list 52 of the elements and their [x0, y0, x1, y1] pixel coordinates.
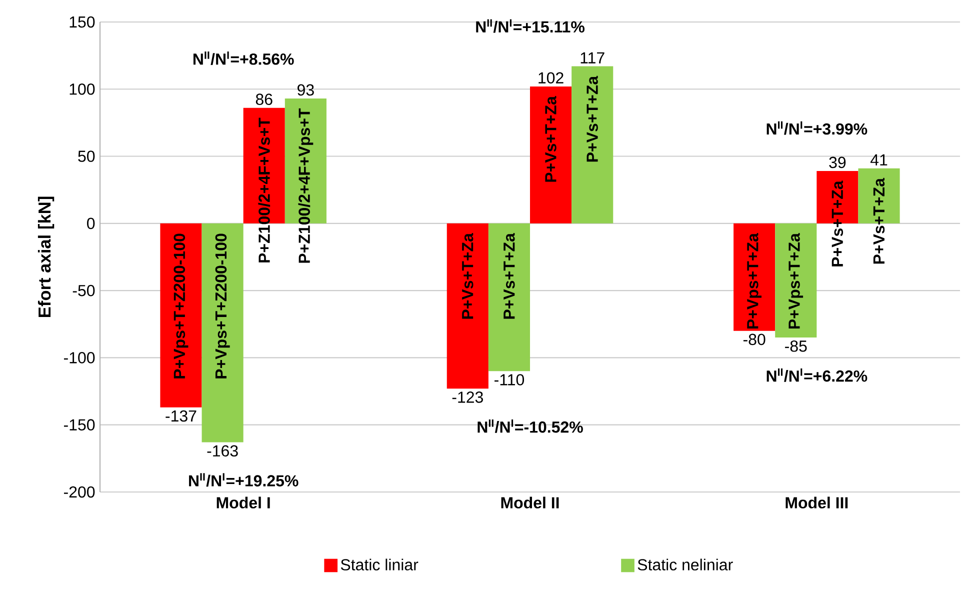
annotation: P+Vps+T+Za	[788, 232, 804, 328]
annotation: N$^{II}$/N$^{I}$=+19.25%	[189, 473, 298, 487]
bar	[202, 223, 244, 442]
annotation: P+Z100/2+4F+Vs+T	[258, 118, 270, 262]
data-label: -137	[166, 410, 196, 422]
annotation: P+Vps+T+Z200-100	[215, 234, 230, 378]
annotation: P+Vps+T+Za	[747, 232, 762, 328]
legend-label: Static liniar	[340, 558, 418, 570]
annotation: P+Vs+T+Za	[873, 178, 885, 264]
data-label: -85	[785, 340, 807, 352]
y-tick-label: 150	[70, 16, 95, 28]
bar	[775, 223, 817, 338]
y-tick-label: -50	[72, 284, 95, 296]
annotation: P+Vs+T+Za	[545, 96, 556, 182]
x-tick-label: Model I	[216, 496, 270, 508]
y-tick-label: -100	[64, 352, 95, 364]
annotation: P+Z100/2+4F+Vps+T	[298, 108, 314, 263]
data-label: 117	[580, 52, 604, 64]
annotation: N$^{II}$/N$^{I}$=+8.56%	[193, 52, 294, 65]
y-tick-label: 100	[70, 83, 95, 95]
annotation: N$^{II}$/N$^{I}$=-10.52%	[478, 419, 583, 433]
annotation: N$^{II}$/N$^{I}$=+15.11%	[476, 19, 584, 33]
annotation: P+Vps+T+Z200-100	[174, 234, 188, 378]
annotation: P+Vs+T+Za	[586, 76, 598, 162]
bar	[446, 223, 488, 389]
bar	[734, 223, 776, 331]
y-tick-label: -150	[64, 419, 95, 430]
x-tick-label: Model III	[786, 496, 848, 508]
data-label: 86	[256, 94, 272, 105]
annotation: N$^{II}$/N$^{I}$=+6.22%	[766, 368, 868, 382]
y-axis-title: Efort axial [kN]	[38, 196, 54, 317]
data-label: -163	[207, 445, 238, 457]
legend-label: Static neliniar	[638, 558, 733, 570]
annotation: P+Vs+T+Za	[504, 232, 515, 319]
data-label: 93	[298, 84, 314, 96]
data-label: 102	[538, 72, 564, 84]
data-label: 41	[870, 154, 888, 166]
y-tick-label: 50	[78, 150, 95, 162]
data-label: 39	[829, 156, 846, 168]
annotation: N$^{II}$/N$^{I}$=+3.99%	[766, 121, 868, 135]
annotation: P+Vs+T+Za	[462, 232, 474, 319]
x-tick-label: Model II	[501, 496, 559, 508]
data-label: -110	[494, 374, 524, 386]
bar	[572, 66, 614, 224]
y-tick-label: -200	[64, 486, 95, 498]
y-tick-label: 0	[87, 218, 95, 230]
bar	[488, 223, 530, 372]
bar	[160, 223, 202, 408]
data-label: -123	[452, 392, 483, 403]
bar	[530, 86, 572, 224]
annotation: P+Vs+T+Za	[832, 180, 844, 266]
data-label: -80	[743, 334, 766, 346]
